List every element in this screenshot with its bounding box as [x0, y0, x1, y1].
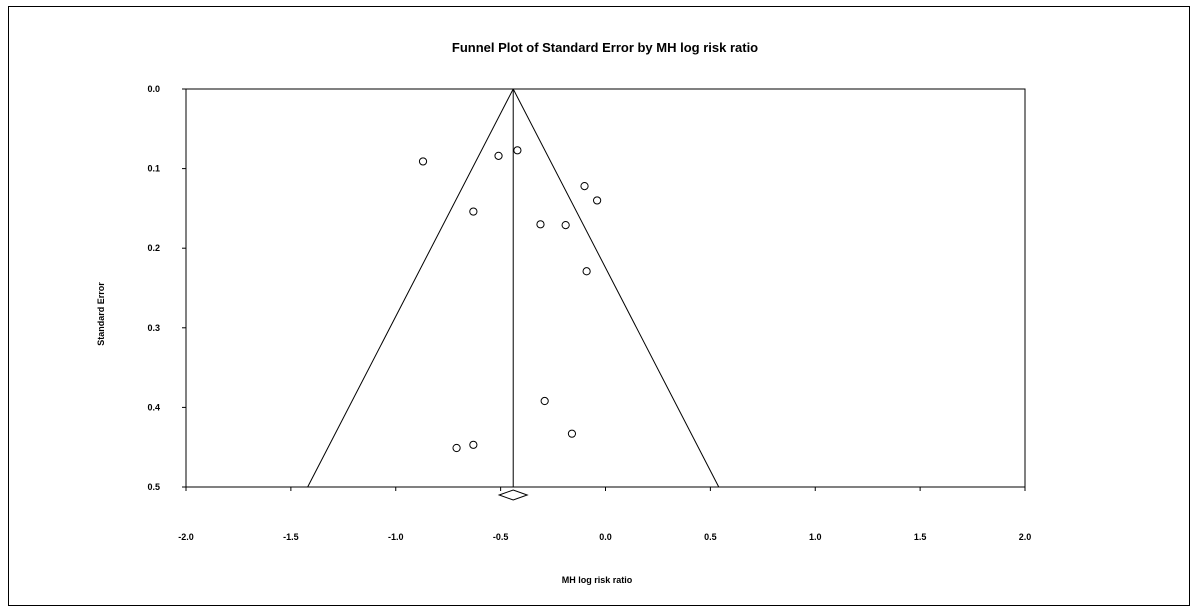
y-axis-label: Standard Error — [96, 282, 106, 346]
y-tick-label: 0.0 — [147, 84, 160, 94]
x-axis-label: MH log risk ratio — [562, 575, 633, 585]
y-tick-label: 0.2 — [147, 243, 160, 253]
x-tick-label: 2.0 — [1019, 532, 1032, 542]
y-tick-label: 0.4 — [147, 402, 160, 412]
study-points — [418, 146, 602, 453]
plot-area — [185, 88, 1026, 488]
y-tick-label: 0.1 — [147, 164, 160, 174]
study-point — [567, 429, 577, 438]
study-point — [536, 220, 545, 229]
study-point — [580, 182, 589, 191]
study-point — [582, 267, 591, 276]
x-tick-label: 1.0 — [809, 532, 822, 542]
y-tick-label: 0.5 — [147, 482, 160, 492]
study-point — [540, 396, 549, 406]
x-tick-label: 0.0 — [599, 532, 612, 542]
study-point — [469, 440, 478, 449]
x-tick-label: -0.5 — [493, 532, 509, 542]
x-axis: -2.0 -1.5 -1.0 -0.5 0.0 0.5 1.0 1.5 2.0 — [178, 487, 1031, 542]
study-point — [593, 196, 602, 205]
plot-border — [185, 88, 1026, 488]
funnel-lines — [307, 88, 720, 501]
x-tick-label: 0.5 — [704, 532, 717, 542]
study-point — [469, 207, 478, 216]
study-point — [494, 151, 503, 160]
study-point — [452, 443, 461, 453]
x-tick-label: 1.5 — [914, 532, 927, 542]
x-tick-label: -1.5 — [283, 532, 299, 542]
study-point — [513, 146, 522, 155]
study-point — [418, 157, 428, 166]
y-axis: 0.0 0.1 0.2 0.3 0.4 0.5 — [147, 84, 186, 492]
funnel-right-line — [512, 88, 720, 488]
x-tick-label: -1.0 — [388, 532, 404, 542]
chart-frame — [8, 6, 1190, 606]
funnel-left-line — [307, 88, 514, 488]
x-tick-label: -2.0 — [178, 532, 194, 542]
y-tick-label: 0.3 — [147, 323, 160, 333]
chart-title: Funnel Plot of Standard Error by MH log … — [452, 40, 758, 55]
study-point — [561, 221, 570, 230]
pooled-estimate-diamond — [497, 489, 529, 501]
